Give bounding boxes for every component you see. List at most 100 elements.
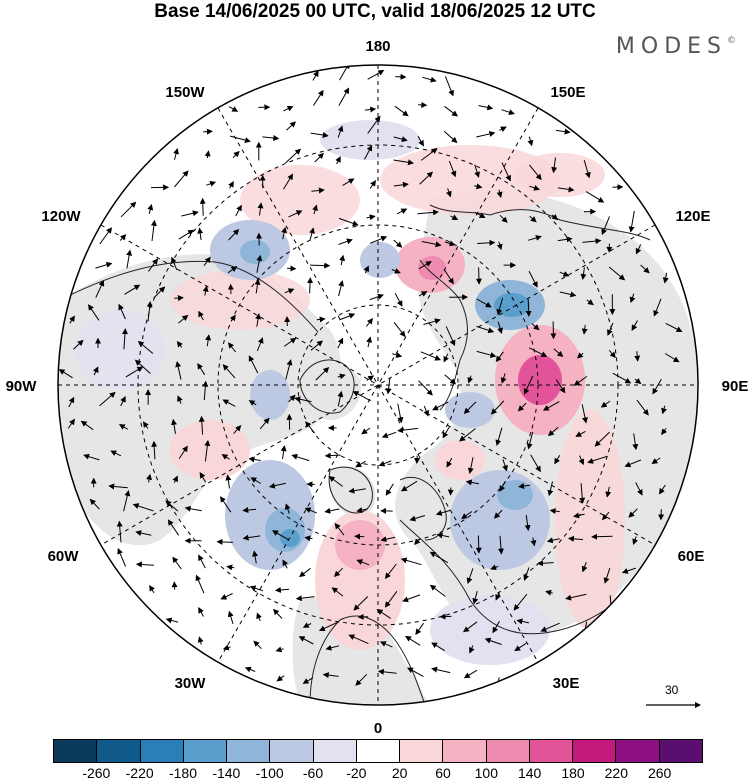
wind-vector bbox=[126, 249, 133, 269]
wind-vector bbox=[361, 427, 371, 435]
lon-label-150w: 150W bbox=[165, 84, 205, 101]
lon-label-90e: 90E bbox=[722, 378, 749, 395]
wind-vector bbox=[167, 519, 180, 536]
wind-vector bbox=[146, 473, 152, 483]
wind-vector bbox=[607, 322, 614, 336]
lon-label-30e: 30E bbox=[553, 675, 580, 692]
wind-vector bbox=[337, 125, 344, 138]
map-border bbox=[57, 64, 699, 706]
wind-vector bbox=[429, 551, 449, 564]
wind-vector bbox=[299, 567, 311, 578]
wind-vector bbox=[549, 508, 560, 515]
wind-vector bbox=[298, 636, 314, 645]
colorbar-tick-label: -180 bbox=[168, 765, 198, 781]
wind-vector bbox=[257, 202, 264, 216]
wind-vector bbox=[147, 203, 154, 214]
wind-vector bbox=[285, 148, 302, 164]
wind-vector bbox=[228, 106, 239, 112]
wind-vector bbox=[551, 157, 558, 174]
wind-vector bbox=[529, 215, 537, 223]
wind-vector bbox=[495, 427, 503, 446]
wind-vector bbox=[275, 646, 284, 653]
wind-vector bbox=[173, 148, 179, 160]
wind-vector bbox=[281, 226, 288, 240]
wind-vector bbox=[583, 159, 591, 179]
wind-vector bbox=[108, 483, 128, 490]
wind-vector bbox=[651, 457, 661, 465]
wind-vector bbox=[203, 256, 211, 266]
colorbar-segment bbox=[140, 740, 184, 762]
wind-vector bbox=[394, 292, 403, 307]
wind-vector bbox=[125, 366, 144, 378]
wind-vector bbox=[476, 298, 492, 308]
wind-vector bbox=[420, 351, 442, 361]
wind-vector bbox=[280, 445, 287, 459]
wind-vector bbox=[328, 476, 344, 487]
wind-vector bbox=[369, 235, 388, 244]
wind-vector bbox=[202, 285, 209, 296]
wind-vector bbox=[474, 183, 483, 190]
wind-vector bbox=[513, 593, 528, 611]
wind-vector bbox=[176, 340, 183, 348]
wind-vector bbox=[322, 672, 339, 679]
wind-vector bbox=[171, 418, 177, 434]
wind-vector bbox=[400, 557, 422, 566]
lon-label-30w: 30W bbox=[175, 675, 207, 692]
wind-vector bbox=[585, 191, 605, 203]
wind-vector bbox=[391, 268, 401, 274]
wind-vector bbox=[514, 642, 527, 652]
wind-vector bbox=[80, 420, 94, 431]
wind-vector bbox=[465, 479, 479, 486]
wind-vector bbox=[276, 675, 285, 682]
wind-vector bbox=[418, 261, 432, 270]
wind-vector bbox=[418, 380, 433, 396]
wind-vector bbox=[314, 152, 324, 163]
wind-vector bbox=[632, 536, 639, 546]
wind-vector bbox=[431, 666, 451, 674]
wind-vector bbox=[250, 477, 262, 484]
wind-vector bbox=[291, 453, 310, 462]
lon-label-150e: 150E bbox=[550, 84, 585, 101]
colorbar-segment bbox=[183, 740, 228, 762]
wind-vector bbox=[150, 219, 157, 242]
wind-vector bbox=[364, 144, 373, 160]
wind-vector bbox=[364, 106, 377, 113]
wind-vector bbox=[475, 535, 482, 554]
wind-vector bbox=[581, 404, 588, 424]
wind-vector bbox=[653, 298, 662, 317]
wind-vector bbox=[310, 262, 331, 269]
wind-vector bbox=[478, 104, 494, 111]
wind-vector bbox=[496, 297, 504, 316]
wind-vector bbox=[312, 204, 318, 215]
wind-vector bbox=[366, 375, 375, 382]
graticule bbox=[58, 65, 698, 705]
wind-vector bbox=[444, 105, 459, 117]
wind-vector bbox=[542, 401, 560, 411]
colorbar-tick-label: 180 bbox=[561, 765, 585, 781]
colorbar-segment bbox=[400, 740, 444, 762]
wind-vector bbox=[288, 394, 296, 403]
wind-vector bbox=[315, 367, 330, 381]
wind-vector bbox=[555, 379, 566, 394]
wind-vector bbox=[476, 325, 495, 334]
wind-vector bbox=[165, 500, 179, 512]
wind-vector bbox=[118, 303, 126, 320]
wind-vector bbox=[230, 135, 251, 144]
wind-vector bbox=[248, 355, 259, 374]
wind-vector bbox=[661, 405, 667, 415]
wind-vector bbox=[581, 562, 588, 573]
wind-vector bbox=[174, 170, 189, 188]
wind-vector bbox=[553, 348, 564, 358]
wind-vector bbox=[366, 214, 376, 221]
wind-vector bbox=[640, 264, 650, 274]
wind-vector bbox=[335, 156, 341, 165]
wind-vector bbox=[165, 617, 179, 624]
wind-vector bbox=[283, 337, 297, 347]
wind-vector bbox=[95, 279, 105, 298]
map-title: Base 14/06/2025 00 UTC, valid 18/06/2025… bbox=[154, 1, 596, 22]
wind-vector bbox=[175, 361, 182, 380]
wind-vector bbox=[92, 366, 99, 376]
wind-vector bbox=[118, 424, 129, 430]
wind-vector bbox=[661, 428, 668, 436]
wind-vector bbox=[397, 427, 419, 434]
